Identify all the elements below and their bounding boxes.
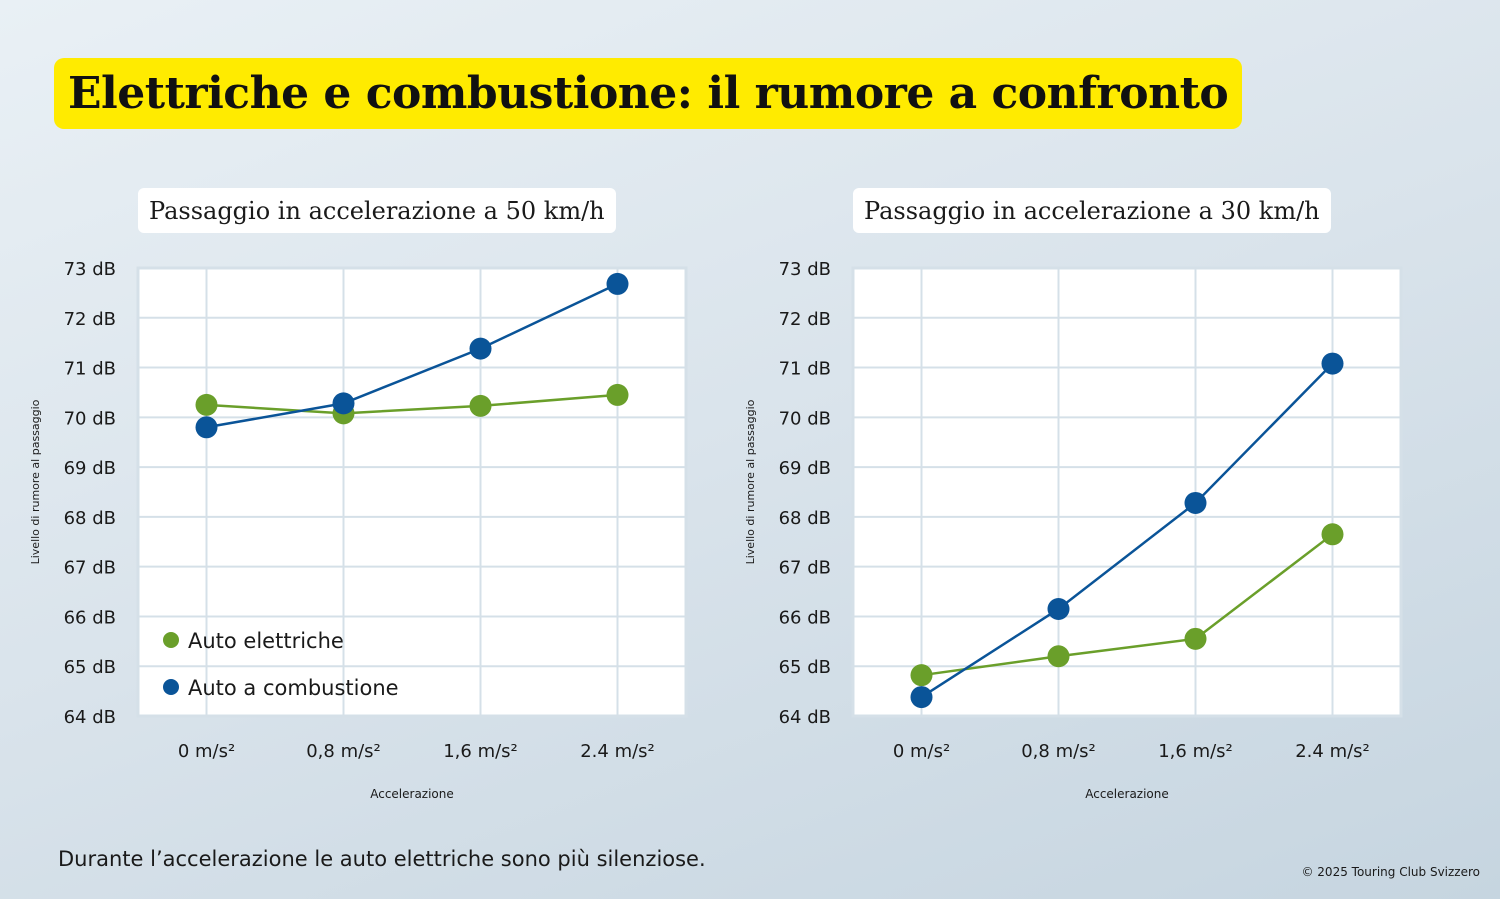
data-point bbox=[910, 686, 933, 709]
legend-label: Auto elettriche bbox=[188, 629, 344, 653]
y-tick-label: 71 dB bbox=[64, 359, 116, 380]
series-line bbox=[920, 362, 1334, 699]
x-tick-label: 1,6 m/s² bbox=[443, 741, 518, 762]
x-tick-label: 2.4 m/s² bbox=[1295, 741, 1370, 762]
x-tick-label: 2.4 m/s² bbox=[580, 741, 655, 762]
chart-50kmh-svg: 64 dB 65 dB 66 dB 67 dB 68 dB 69 dB 70 dB 71 dB… bbox=[29, 259, 688, 801]
plot-border bbox=[851, 266, 1403, 718]
x-tick-label: 0 m/s² bbox=[893, 741, 950, 762]
data-point bbox=[1184, 627, 1207, 650]
plot-area bbox=[853, 268, 1401, 716]
y-tick-label: 68 dB bbox=[779, 508, 831, 529]
chart-title: Passaggio in accelerazione a 50 km/h bbox=[138, 188, 616, 233]
data-point bbox=[1047, 597, 1070, 620]
y-tick-label: 72 dB bbox=[64, 309, 116, 330]
data-point bbox=[469, 394, 492, 417]
x-tick-label: 0,8 m/s² bbox=[306, 741, 381, 762]
data-point bbox=[195, 393, 218, 416]
y-tick-label: 73 dB bbox=[779, 259, 831, 280]
data-point bbox=[1321, 352, 1344, 375]
data-point bbox=[195, 416, 218, 439]
plot-border bbox=[136, 266, 688, 718]
legend-label: Auto a combustione bbox=[188, 676, 399, 700]
y-tick-label: 69 dB bbox=[779, 458, 831, 479]
chart-30kmh-svg: 64 dB 65 dB 66 dB 67 dB 68 dB 69 dB 70 dB 71 dB… bbox=[744, 259, 1403, 801]
data-point bbox=[1047, 645, 1070, 668]
data-point bbox=[606, 272, 629, 295]
data-point bbox=[469, 337, 492, 360]
series-line bbox=[206, 393, 618, 415]
legend-marker bbox=[163, 679, 179, 695]
data-point bbox=[910, 664, 933, 687]
y-tick-label: 71 dB bbox=[779, 359, 831, 380]
x-axis-label: Accelerazione bbox=[370, 787, 454, 801]
footer-note: Durante l’accelerazione le auto elettric… bbox=[58, 847, 706, 871]
series-line bbox=[921, 533, 1334, 677]
y-tick-label: 66 dB bbox=[779, 607, 831, 628]
y-tick-label: 65 dB bbox=[64, 657, 116, 678]
data-point bbox=[1321, 523, 1344, 546]
y-tick-label: 67 dB bbox=[779, 558, 831, 579]
copyright: © 2025 Touring Club Svizzero bbox=[1301, 865, 1480, 879]
data-point bbox=[1184, 491, 1207, 514]
data-point bbox=[606, 383, 629, 406]
y-tick-label: 66 dB bbox=[64, 607, 116, 628]
y-tick-label: 67 dB bbox=[64, 558, 116, 579]
y-tick-label: 64 dB bbox=[64, 707, 116, 728]
y-tick-label: 69 dB bbox=[64, 458, 116, 479]
y-tick-label: 68 dB bbox=[64, 508, 116, 529]
x-tick-label: 1,6 m/s² bbox=[1158, 741, 1233, 762]
series-line bbox=[206, 282, 619, 429]
chart-title: Passaggio in accelerazione a 30 km/h bbox=[853, 188, 1331, 233]
y-tick-label: 72 dB bbox=[779, 309, 831, 330]
y-axis-label: Livello di rumore al passaggio bbox=[29, 399, 42, 564]
legend-marker bbox=[163, 632, 179, 648]
x-axis-label: Accelerazione bbox=[1085, 787, 1169, 801]
y-tick-label: 64 dB bbox=[779, 707, 831, 728]
page-title: Elettriche e combustione: il rumore a co… bbox=[54, 58, 1243, 129]
y-axis-label: Livello di rumore al passaggio bbox=[744, 399, 757, 564]
chart-50kmh: 64 dB 65 dB 66 dB 67 dB 68 dB 69 dB 70 dB 71 dB… bbox=[20, 180, 720, 820]
y-tick-label: 65 dB bbox=[779, 657, 831, 678]
y-tick-label: 70 dB bbox=[64, 408, 116, 429]
plot-area bbox=[138, 268, 686, 716]
y-tick-label: 70 dB bbox=[779, 408, 831, 429]
x-tick-label: 0 m/s² bbox=[178, 741, 235, 762]
x-tick-label: 0,8 m/s² bbox=[1021, 741, 1096, 762]
data-point bbox=[332, 392, 355, 415]
chart-30kmh: 64 dB 65 dB 66 dB 67 dB 68 dB 69 dB 70 dB 71 dB… bbox=[735, 180, 1435, 820]
y-tick-label: 73 dB bbox=[64, 259, 116, 280]
